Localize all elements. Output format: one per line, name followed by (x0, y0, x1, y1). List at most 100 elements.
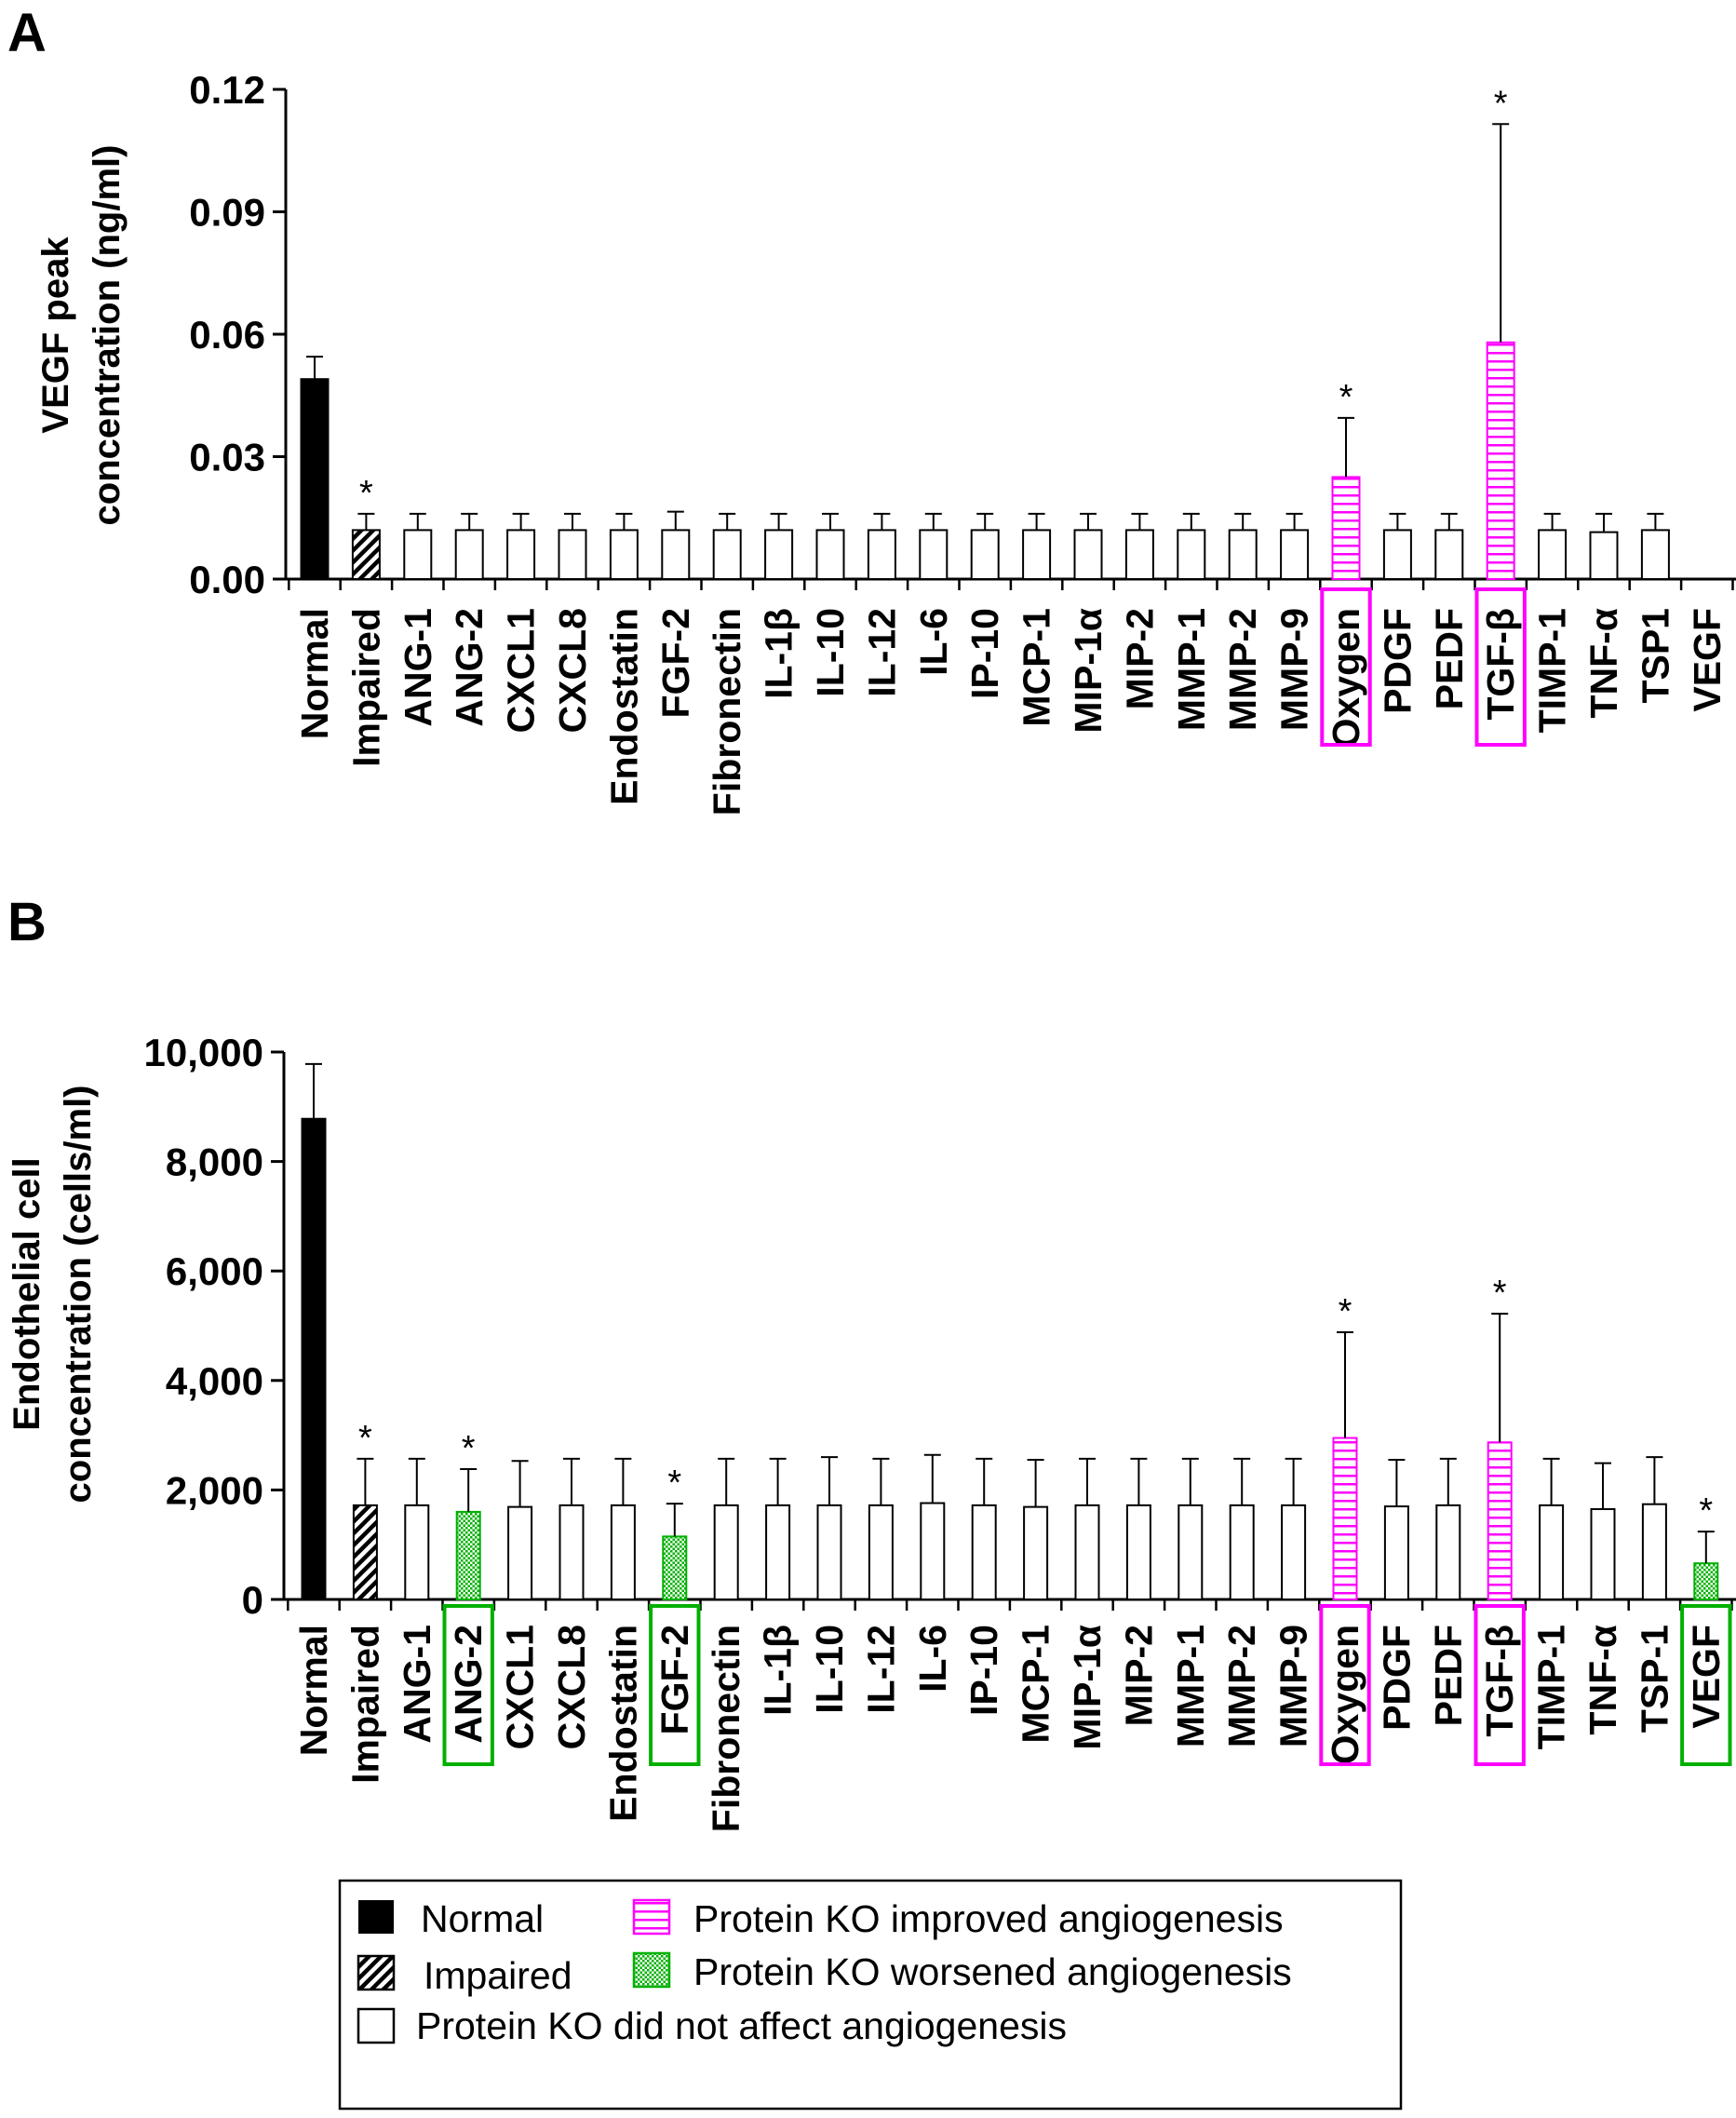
x-tick-label-il-12: IL-12 (859, 1625, 902, 1714)
x-tick-label-vegf: VEGF (1686, 608, 1729, 712)
x-tick-label-oxygen: Oxygen (1325, 608, 1367, 748)
bar-cxcl8 (558, 529, 587, 581)
x-tick-label-ang-1: ANG-1 (396, 1625, 438, 1744)
legend-swatch-worsened (632, 1951, 671, 1989)
bar-timp-1 (1538, 529, 1568, 581)
bar-pedf (1434, 529, 1464, 581)
legend-label-improved: Protein KO improved angiogenesis (693, 1897, 1284, 1940)
x-tick-label-fgf-2: FGF-2 (654, 608, 697, 718)
x-tick-label-ip-10: IP-10 (962, 1625, 1005, 1716)
legend-label-worsened: Protein KO worsened angiogenesis (693, 1950, 1292, 1993)
legend: Normal Impaired Protein KO did not affec… (338, 1879, 1403, 2111)
bar-pdgf (1382, 529, 1412, 581)
x-tick-label-pedf: PEDF (1428, 608, 1471, 709)
x-tick-label-impaired: Impaired (343, 1625, 386, 1784)
bar-ang-2 (454, 529, 484, 581)
x-tick-label-il-12: IL-12 (860, 608, 903, 697)
bar-il-1beta (764, 529, 794, 581)
x-tick-label-normal: Normal (292, 1625, 335, 1756)
highlight-box-vegf (1680, 1604, 1732, 1766)
highlight-box-fgf-2 (649, 1604, 701, 1766)
y-tick-label: 0.06 (189, 313, 265, 357)
x-tick-label-mmp-9: MMP-9 (1272, 1625, 1315, 1747)
chart-panel-b: B 0 2,000 4,000 6,000 8,000 10,000 Endothelial … (7, 892, 1736, 1832)
bar-il-6 (919, 529, 949, 581)
bar-mmp-1 (1178, 1504, 1204, 1601)
significance-marker: * (1339, 1292, 1352, 1331)
x-tick-label-il-6: IL-6 (911, 1625, 954, 1693)
x-tick-label-il-1beta: IL-1β (757, 1625, 800, 1716)
bar-mmp-9 (1280, 529, 1310, 581)
significance-marker: * (1339, 378, 1353, 417)
bar-normal (301, 1117, 327, 1600)
legend-swatch-improved (632, 1898, 671, 1936)
legend-label-none: Protein KO did not affect angiogenesis (416, 2004, 1067, 2047)
x-tick-label-tsp-1: TSP-1 (1633, 1625, 1675, 1733)
bar-timp-1 (1539, 1504, 1565, 1601)
bar-il-6 (920, 1502, 946, 1600)
bar-mmp-2 (1229, 1504, 1255, 1601)
bar-mip-2 (1125, 1504, 1151, 1601)
bar-tnf-alpha (1589, 531, 1619, 581)
x-tick-label-endostatin: Endostatin (601, 1625, 644, 1822)
x-tick-label-tnf-alpha: TNF-α (1581, 1625, 1624, 1735)
highlight-box-ang-2 (442, 1604, 494, 1766)
bar-ang-2 (455, 1510, 481, 1601)
bar-vegf (1693, 1562, 1719, 1601)
bar-oxygen (1331, 476, 1361, 581)
y-tick-label: 0.09 (189, 191, 265, 235)
legend-swatch-impaired (357, 1954, 396, 1991)
legend-frame (338, 1879, 1403, 2111)
bar-fibronectin (712, 529, 742, 581)
x-tick-label-oxygen: Oxygen (1324, 1625, 1366, 1764)
bar-pdgf (1383, 1505, 1409, 1601)
y-tick-label: 0.00 (189, 558, 265, 601)
bar-ip-10 (971, 1504, 997, 1601)
x-tick-label-pedf: PEDF (1427, 1625, 1470, 1726)
x-tick-label-fgf-2: FGF-2 (653, 1625, 696, 1734)
bar-fgf-2 (662, 1535, 688, 1601)
x-tick-label-pdgf: PDGF (1376, 608, 1419, 714)
x-tick-label-mmp-9: MMP-9 (1273, 608, 1316, 731)
y-axis-label: concentration (ng/ml) (87, 145, 128, 526)
x-tick-label-il-10: IL-10 (809, 608, 852, 697)
y-axis-label: concentration (cells/ml) (58, 1086, 99, 1504)
y-tick-label: 10,000 (144, 1031, 263, 1074)
bar-tnf-alpha (1590, 1507, 1616, 1600)
x-tick-label-endostatin: Endostatin (602, 608, 645, 805)
x-tick-label-mmp-2: MMP-2 (1220, 1625, 1263, 1747)
bar-il-10 (816, 1504, 842, 1601)
x-tick-label-cxcl1: CXCL1 (499, 1625, 542, 1749)
significance-marker: * (358, 1419, 372, 1458)
x-tick-label-mip-2: MIP-2 (1118, 608, 1161, 709)
y-tick-label: 0.03 (189, 436, 265, 479)
highlight-box-tgf-beta (1474, 587, 1527, 747)
x-tick-label-mmp-2: MMP-2 (1221, 608, 1264, 731)
bar-endostatin (609, 529, 639, 581)
legend-swatch-none (357, 2007, 396, 2044)
y-axis-label: Endothelial cell (7, 1157, 47, 1430)
chart-panel-a: A 0.00 0.03 0.06 0.09 0.12 VEGF peak concentrat… (7, 3, 1736, 816)
bar-fgf-2 (661, 529, 691, 581)
x-tick-label-mcp-1: MCP-1 (1016, 608, 1058, 727)
bar-il-10 (815, 529, 845, 581)
bar-normal (300, 378, 330, 581)
bar-il-12 (867, 529, 896, 581)
highlight-box-tgf-beta (1474, 1604, 1526, 1766)
y-tick-label: 0.12 (189, 68, 265, 112)
bar-ang-1 (404, 1504, 430, 1601)
bar-oxygen (1332, 1437, 1358, 1601)
significance-marker: * (1699, 1491, 1713, 1531)
bar-cxcl8 (558, 1504, 585, 1601)
x-tick-label-tnf-alpha: TNF-α (1582, 608, 1625, 719)
bar-mmp-2 (1228, 529, 1258, 581)
y-tick-label: 4,000 (166, 1359, 263, 1403)
x-tick-label-mip-1alpha: MIP-1α (1067, 608, 1110, 734)
x-tick-label-vegf: VEGF (1685, 1625, 1728, 1729)
x-tick-label-tgf-beta: TGF-β (1478, 1625, 1521, 1737)
legend-label-normal: Normal (421, 1897, 544, 1940)
y-tick-label: 0 (242, 1578, 263, 1622)
bar-mmp-1 (1177, 529, 1206, 581)
x-tick-label-fibronectin: Fibronectin (706, 608, 748, 816)
